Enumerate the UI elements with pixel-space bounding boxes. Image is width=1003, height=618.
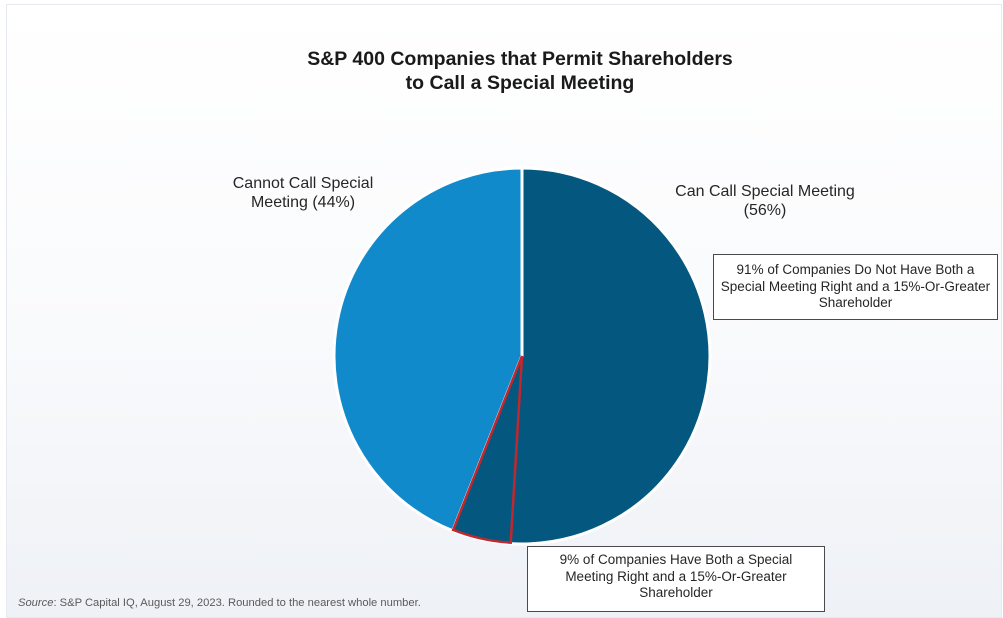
source-text: : S&P Capital IQ, August 29, 2023. Round… xyxy=(53,597,421,609)
slice-label-cannot-call: Cannot Call Special Meeting (44%) xyxy=(232,175,374,211)
callout-91-percent: 91% of Companies Do Not Have Both a Spec… xyxy=(713,254,998,320)
slice-label-can-call: Can Call Special Meeting (56%) xyxy=(675,183,855,219)
callout-9-percent: 9% of Companies Have Both a Special Meet… xyxy=(527,546,825,612)
source-note: Source: S&P Capital IQ, August 29, 2023.… xyxy=(18,597,421,609)
pie-slice-cannot-call xyxy=(332,166,524,533)
chart-title: S&P 400 Companies that Permit Shareholde… xyxy=(307,48,733,94)
pie-subslice-9-percent xyxy=(451,355,524,544)
source-prefix: Source xyxy=(18,597,54,609)
